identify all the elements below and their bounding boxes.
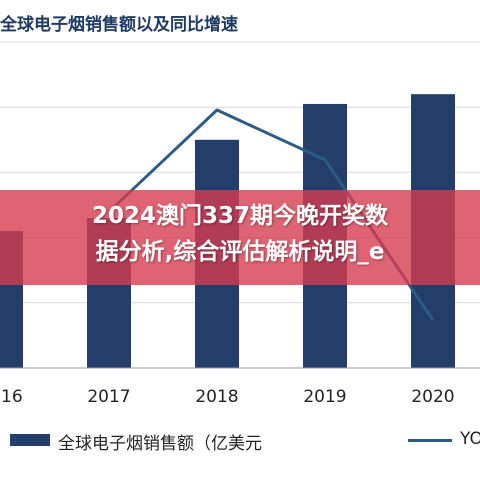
promo-banner-line-2: 据分析,综合评估解析说明_e — [95, 239, 385, 265]
x-tick-label: 2016 — [0, 387, 23, 407]
legend-line-swatch — [408, 439, 452, 442]
legend-bar-swatch — [10, 434, 50, 446]
x-tick-label: 2017 — [87, 387, 130, 407]
x-tick-label: 2019 — [303, 387, 346, 407]
x-tick-label: 2018 — [195, 387, 238, 407]
promo-banner-text[interactable]: 2024澳门337期今晚开奖数 据分析,综合评估解析说明_e — [0, 198, 480, 270]
chart-title: 全球电子烟销售额以及同比增速 — [0, 15, 238, 35]
promo-banner-line-1: 2024澳门337期今晚开奖数 — [91, 203, 389, 229]
x-tick-label: 2020 — [411, 387, 454, 407]
legend-bar-label: 全球电子烟销售额（亿美元 — [58, 434, 262, 454]
legend-line-label: YO — [460, 429, 480, 449]
chart-legend: 全球电子烟销售额（亿美元 YO — [0, 426, 480, 456]
promo-banner[interactable] — [0, 190, 480, 285]
